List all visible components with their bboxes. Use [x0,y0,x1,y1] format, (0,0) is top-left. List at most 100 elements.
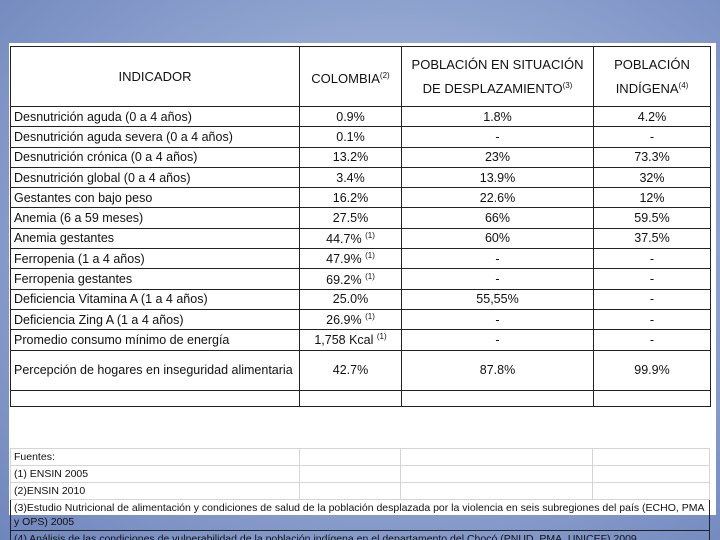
indicator-cell: Gestantes con bajo peso [10,187,300,209]
displaced-cell: 55,55% [401,288,594,310]
colombia-value: 3.4% [336,170,365,185]
displaced-cell: - [401,248,594,270]
colombia-value: 0.9% [336,109,365,124]
indigenous-cell: 37.5% [593,227,711,250]
table-row: Percepción de hogares en inseguridad ali… [10,349,711,391]
colombia-value: 44.7% [326,231,362,246]
header-indigenous-line1: POBLACIÓN [614,57,690,72]
table-header-row: INDICADOR COLOMBIA(2) POBLACIÓN EN SITUA… [10,46,711,107]
note-row-1: (1) ENSIN 2005 [10,465,710,483]
header-colombia: COLOMBIA(2) [299,46,402,107]
displaced-cell: 23% [401,146,594,168]
colombia-value: 27.5% [332,211,369,226]
colombia-ref: (1) [365,251,375,261]
colombia-value: 16.2% [332,190,369,205]
indigenous-cell: - [593,126,711,148]
table-row: Anemia gestantes 44.7% (1) 60% 37.5% [10,227,711,250]
colombia-value: 26.9% [326,313,362,328]
colombia-cell: 26.9% (1) [299,308,402,331]
indigenous-cell: 32% [593,166,711,189]
indigenous-cell: 12% [593,187,711,209]
table-row: Gestantes con bajo peso 16.2% 22.6% 12% [10,187,711,209]
colombia-cell: 13.2% [299,146,402,168]
displaced-cell: 13.9% [401,166,594,189]
sources-notes: Fuentes: (1) ENSIN 2005 (2)ENSIN 2010 (3… [10,448,710,540]
header-displaced-ref: (3) [562,81,573,90]
header-displaced: POBLACIÓN EN SITUACIÓN DE DESPLAZAMIENTO… [401,46,594,107]
indicator-cell: Ferropenia (1 a 4 años) [10,248,300,270]
colombia-ref: (1) [365,312,375,322]
note-3: (3)Estudio Nutricional de alimentación y… [10,499,710,531]
indigenous-cell: 99.9% [593,349,711,391]
displaced-cell: 66% [401,207,594,229]
indicator-cell: Deficiencia Vitamina A (1 a 4 años) [10,288,300,310]
colombia-value: 1,758 Kcal [314,333,374,348]
colombia-value: 47.9% [326,252,362,267]
displaced-cell: - [401,329,594,351]
displaced-cell: - [401,308,594,331]
note-1: (1) ENSIN 2005 [10,465,300,483]
colombia-cell: 16.2% [299,187,402,209]
table-row: Desnutrición aguda (0 a 4 años) 0.9% 1.8% 4… [10,105,711,128]
indigenous-cell: - [593,329,711,351]
note-4: (4) Análisis de las condiciones de vulne… [10,530,710,540]
colombia-value: 0.1% [336,129,365,144]
colombia-cell: 0.1% [299,126,402,148]
displaced-cell: 60% [401,227,594,250]
header-displaced-line1: POBLACIÓN EN SITUACIÓN [411,57,584,72]
indicator-cell: Desnutrición aguda severa (0 a 4 años) [10,126,300,148]
indigenous-cell: - [593,248,711,270]
notes-title: Fuentes: [10,448,300,466]
displaced-cell: - [401,126,594,148]
colombia-value: 25.0% [332,292,369,307]
empty-row [10,389,711,407]
colombia-cell: 69.2% (1) [299,268,402,290]
colombia-cell: 47.9% (1) [299,248,402,270]
indigenous-cell: - [593,308,711,331]
table-row: Ferropenia gestantes 69.2% (1) - - [10,268,711,290]
indigenous-cell: 4.2% [593,105,711,128]
table-row: Deficiencia Zing A (1 a 4 años) 26.9% (1)… [10,308,711,331]
colombia-cell: 1,758 Kcal (1) [299,329,402,351]
colombia-cell: 44.7% (1) [299,227,402,250]
indicator-cell: Desnutrición crónica (0 a 4 años) [10,146,300,168]
indigenous-cell: - [593,288,711,310]
table-row: Anemia (6 a 59 meses) 27.5% 66% 59.5% [10,207,711,229]
colombia-cell: 42.7% [299,349,402,391]
slide-sheet: INDICADOR COLOMBIA(2) POBLACIÓN EN SITUA… [9,43,716,540]
note-row-2: (2)ENSIN 2010 [10,482,710,500]
table-row: Ferropenia (1 a 4 años) 47.9% (1) - - [10,248,711,270]
note-2: (2)ENSIN 2010 [10,482,300,500]
note-row-4: (4) Análisis de las condiciones de vulne… [10,530,710,540]
table-row: Desnutrición crónica (0 a 4 años) 13.2% 23… [10,146,711,168]
header-displaced-line2: DE DESPLAZAMIENTO [422,81,563,96]
table-row: Desnutrición aguda severa (0 a 4 años) 0.… [10,126,711,148]
table-row: Promedio consumo mínimo de energía 1,758 … [10,329,711,351]
header-indigenous: POBLACIÓN INDÍGENA(4) [593,46,711,107]
colombia-value: 69.2% [326,272,362,287]
colombia-cell: 25.0% [299,288,402,310]
indicator-cell: Deficiencia Zing A (1 a 4 años) [10,308,300,331]
colombia-value: 42.7% [332,363,369,378]
indicator-cell: Anemia gestantes [10,227,300,250]
colombia-ref: (1) [365,271,375,281]
indigenous-cell: 59.5% [593,207,711,229]
colombia-cell: 3.4% [299,166,402,189]
indigenous-cell: 73.3% [593,146,711,168]
header-indigenous-ref: (4) [678,81,689,90]
displaced-cell: 87.8% [401,349,594,391]
colombia-cell: 27.5% [299,207,402,229]
table-row: Desnutrición global (0 a 4 años) 3.4% 13.9… [10,166,711,189]
indigenous-cell: - [593,268,711,290]
header-colombia-ref: (2) [379,70,390,80]
displaced-cell: - [401,268,594,290]
colombia-ref: (1) [365,230,375,240]
note-row-3: (3)Estudio Nutricional de alimentación y… [10,499,710,531]
indicator-cell: Anemia (6 a 59 meses) [10,207,300,229]
table-row: Deficiencia Vitamina A (1 a 4 años) 25.0%… [10,288,711,310]
colombia-cell: 0.9% [299,105,402,128]
displaced-cell: 1.8% [401,105,594,128]
indicator-cell: Ferropenia gestantes [10,268,300,290]
header-indigenous-line2: INDÍGENA [615,81,679,96]
indicator-cell: Percepción de hogares en inseguridad ali… [10,349,300,391]
